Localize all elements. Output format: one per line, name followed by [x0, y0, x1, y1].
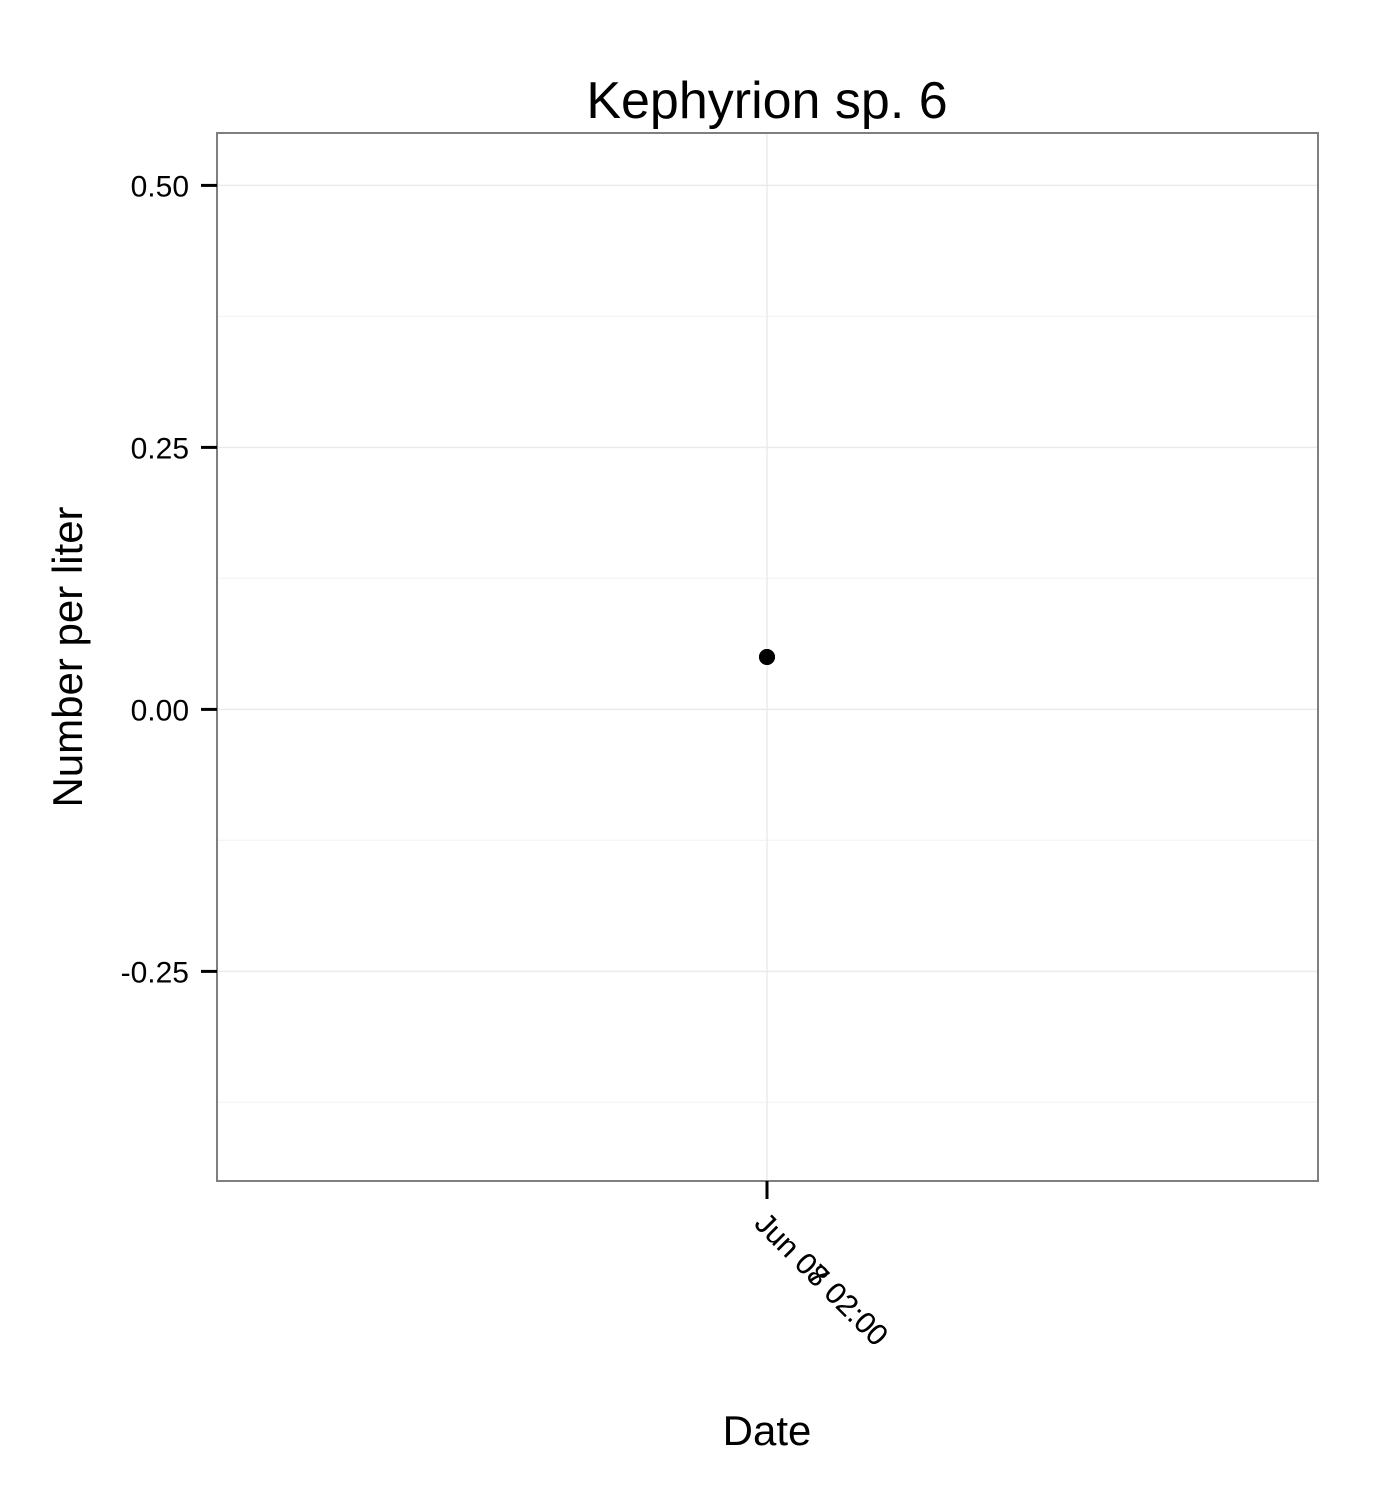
- y-tick-label: 0.50: [131, 170, 189, 203]
- data-point: [759, 649, 775, 665]
- chart-title: Kephyrion sp. 6: [586, 72, 947, 130]
- x-tick-label: Jun 08 02:00: [748, 1207, 894, 1353]
- data-points: [759, 649, 775, 665]
- y-tick-label: -0.25: [121, 956, 189, 989]
- y-axis-title: Number per liter: [44, 506, 91, 807]
- y-tick-label: 0.00: [131, 694, 189, 727]
- y-axis: -0.25 0.00 0.25 0.50: [121, 170, 217, 989]
- x-axis-title: Date: [723, 1407, 812, 1454]
- y-tick-label: 0.25: [131, 432, 189, 465]
